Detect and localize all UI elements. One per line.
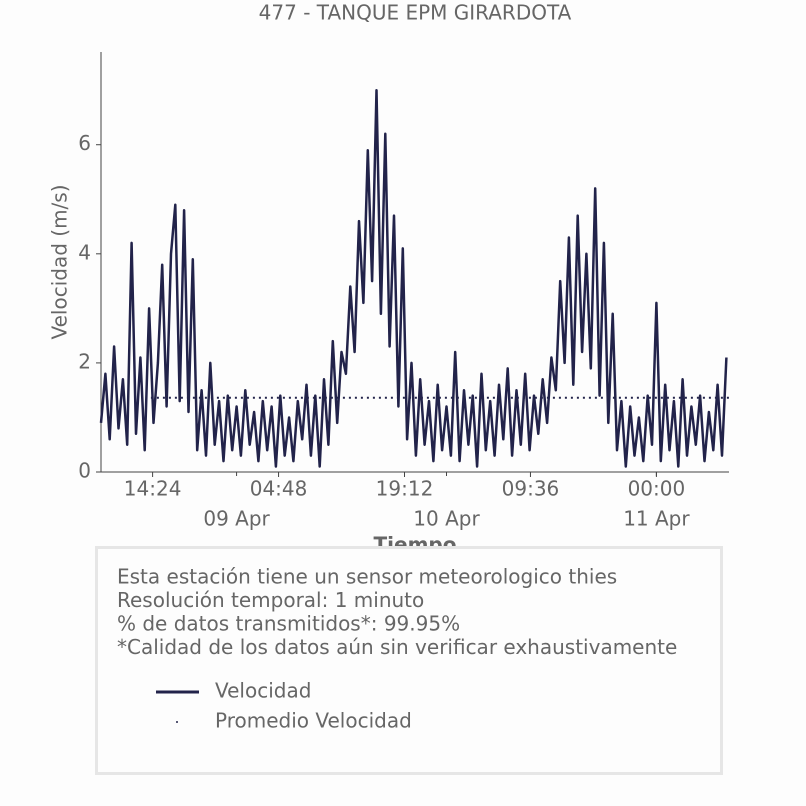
x-date-label: 10 Apr [413, 507, 480, 531]
series-line [99, 88, 728, 468]
legend-box [95, 546, 723, 775]
y-tick-label: 0 [78, 459, 91, 483]
y-axis-label: Velocidad (m/s) [48, 184, 72, 339]
legend-marker [176, 721, 178, 723]
y-tick-label: 4 [78, 240, 91, 264]
info-text: Resolución temporal: 1 minuto [117, 588, 424, 612]
x-tick-label: 14:24 [124, 477, 182, 501]
legend-label: Promedio Velocidad [215, 709, 412, 733]
info-text: % de datos transmitidos*: 99.95% [117, 612, 460, 636]
y-tick-label: 2 [78, 349, 91, 373]
chart-title: 477 - TANQUE EPM GIRARDOTA [259, 1, 572, 25]
x-tick-label: 09:36 [502, 477, 560, 501]
info-text: *Calidad de los datos aún sin verificar … [117, 635, 677, 659]
x-date-label: 09 Apr [203, 507, 270, 531]
y-tick-label: 6 [78, 131, 91, 155]
legend-label: Velocidad [215, 679, 311, 703]
x-tick-label: 04:48 [250, 477, 308, 501]
x-tick-label: 00:00 [628, 477, 686, 501]
info-text: Esta estación tiene un sensor meteorolog… [117, 565, 617, 589]
x-date-label: 11 Apr [623, 507, 690, 531]
x-tick-label: 19:12 [376, 477, 434, 501]
